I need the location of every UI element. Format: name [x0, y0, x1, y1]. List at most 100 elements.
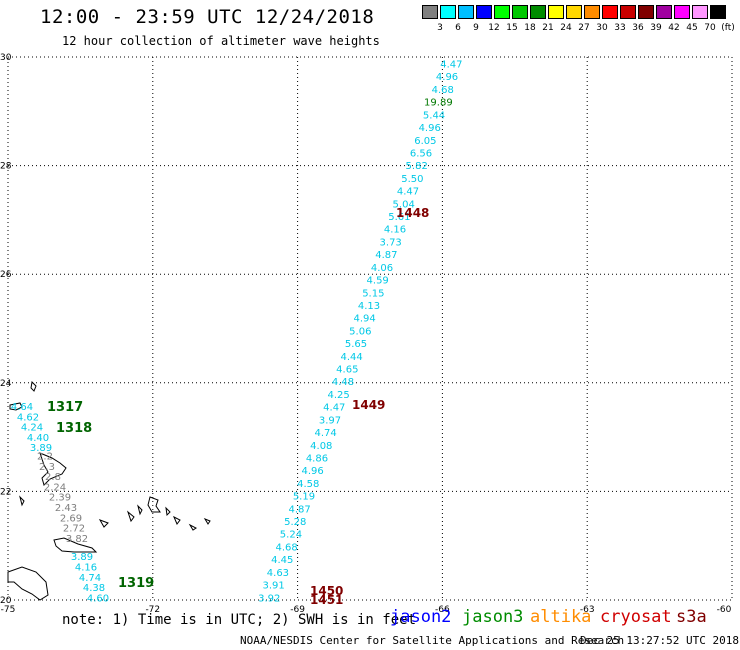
footer-note: note: 1) Time is in UTC; 2) SWH is in fe…: [62, 612, 417, 628]
credit-text: NOAA/NESDIS Center for Satellite Applica…: [240, 634, 625, 647]
coastline-island: [30, 380, 37, 392]
legend-swatch: [656, 5, 672, 19]
legend-swatch: [530, 5, 546, 19]
legend-label: 33: [614, 23, 626, 33]
wave-height-label: 5.15: [362, 288, 384, 299]
coastline-island: [188, 523, 197, 531]
wave-height-label: 2.72: [63, 524, 85, 535]
satellite-label-cryosat: cryosat: [600, 607, 672, 627]
wave-height-label: 4.60: [87, 593, 109, 604]
wave-height-label: 4.58: [297, 479, 319, 490]
wave-height-label: 4.86: [306, 453, 328, 464]
wave-height-label: 4.47: [397, 187, 419, 198]
satellite-label-s3a: s3a: [676, 607, 707, 627]
wave-height-label: 5.82: [406, 161, 428, 172]
wave-height-label: 4.74: [79, 573, 101, 584]
legend-swatch: [710, 5, 726, 19]
pass-time-label: 1448: [396, 206, 429, 220]
lon-tick-label: -60: [717, 605, 732, 615]
lat-tick-label: 28: [0, 162, 12, 172]
wave-height-label: 4.47: [440, 60, 462, 71]
wave-height-label: 4.24: [21, 423, 43, 434]
lon-tick-label: -66: [435, 605, 450, 615]
legend-label: 21: [542, 23, 554, 33]
legend-swatch: [422, 5, 438, 19]
wave-height-label: 4.74: [314, 428, 336, 439]
wave-height-label: 4.16: [384, 225, 406, 236]
legend-swatch: [638, 5, 654, 19]
wave-height-label: 2.43: [55, 503, 77, 514]
lon-tick-label: -72: [145, 605, 160, 615]
coastline-island: [9, 402, 23, 411]
wave-height-label: 4.08: [310, 441, 332, 452]
coastline-island: [7, 566, 49, 601]
satellite-label-jason2: jason2: [390, 607, 452, 627]
satellite-label-altika: altika: [530, 607, 592, 627]
wave-height-label: 4.40: [27, 433, 49, 444]
coastline-island: [137, 504, 143, 516]
legend-swatch: [458, 5, 474, 19]
satellite-label-jason3: jason3: [462, 607, 524, 627]
wave-height-label: 3.91: [262, 581, 284, 592]
wave-height-label: 3.97: [319, 415, 341, 426]
page-title: 12:00 - 23:59 UTC 12/24/2018: [40, 6, 375, 28]
legend-swatch: [620, 5, 636, 19]
generated-timestamp: Dec 25 13:27:52 UTC 2018: [580, 634, 739, 647]
legend-label: 6: [455, 23, 461, 33]
wave-height-label: 4.45: [271, 555, 293, 566]
lon-tick-label: -63: [580, 605, 595, 615]
coastline-island: [147, 496, 161, 513]
wave-height-label: 3.82: [66, 534, 88, 545]
lon-tick-label: -75: [1, 605, 16, 615]
wave-height-label: 5.04: [393, 199, 415, 210]
wave-height-label: 3.92: [258, 593, 280, 604]
coastline-island: [53, 537, 98, 553]
coastline-island: [39, 452, 67, 486]
wave-height-label: 19.89: [424, 98, 453, 109]
legend-label: 15: [506, 23, 518, 33]
wave-height-label: 5.65: [345, 339, 367, 350]
wave-height-label: 4.94: [354, 314, 376, 325]
wave-height-label: 4.63: [267, 568, 289, 579]
lat-tick-label: 20: [0, 596, 12, 606]
wave-height-label: 3.89: [30, 443, 52, 454]
wave-height-label: 4.62: [17, 412, 39, 423]
legend-label: 45: [686, 23, 698, 33]
legend-label: 9: [473, 23, 479, 33]
legend-label: 70: [704, 23, 716, 33]
lat-tick-label: 30: [0, 53, 12, 63]
lat-tick-label: 22: [0, 487, 11, 497]
pass-time-label: 1451: [310, 593, 343, 607]
pass-time-label: 1318: [56, 421, 92, 436]
coastline-island: [19, 495, 25, 507]
coastline-island: [173, 515, 181, 525]
map-frame: [7, 56, 733, 601]
wave-height-label: 6.05: [414, 136, 436, 147]
legend-swatch: [692, 5, 708, 19]
wave-height-label: 2.39: [49, 493, 71, 504]
legend-label: 42: [668, 23, 680, 33]
legend-label: 39: [650, 23, 662, 33]
legend-swatch: [584, 5, 600, 19]
wave-height-label: 4.38: [83, 583, 105, 594]
wave-height-label: 5.19: [293, 492, 315, 503]
wave-height-label: 2.8: [45, 472, 61, 483]
coastline-island: [126, 510, 135, 523]
wave-height-label: 3.89: [71, 552, 93, 563]
coastline-island: [165, 506, 171, 517]
pass-time-label: 1450: [310, 584, 343, 598]
wave-height-label: 4.87: [375, 250, 397, 261]
wave-height-label: 4.68: [432, 85, 454, 96]
wave-height-label: 4.59: [367, 276, 389, 287]
wave-height-label: 4.47: [323, 403, 345, 414]
legend-label: 18: [524, 23, 536, 33]
wave-height-label: 5.28: [284, 517, 306, 528]
wave-height-label: 5.44: [423, 110, 445, 121]
wave-height-label: 4.25: [328, 390, 350, 401]
legend-swatch: [494, 5, 510, 19]
coastline-island: [98, 519, 109, 528]
legend-label: 30: [596, 23, 608, 33]
wave-height-label: 4.96: [436, 72, 458, 83]
